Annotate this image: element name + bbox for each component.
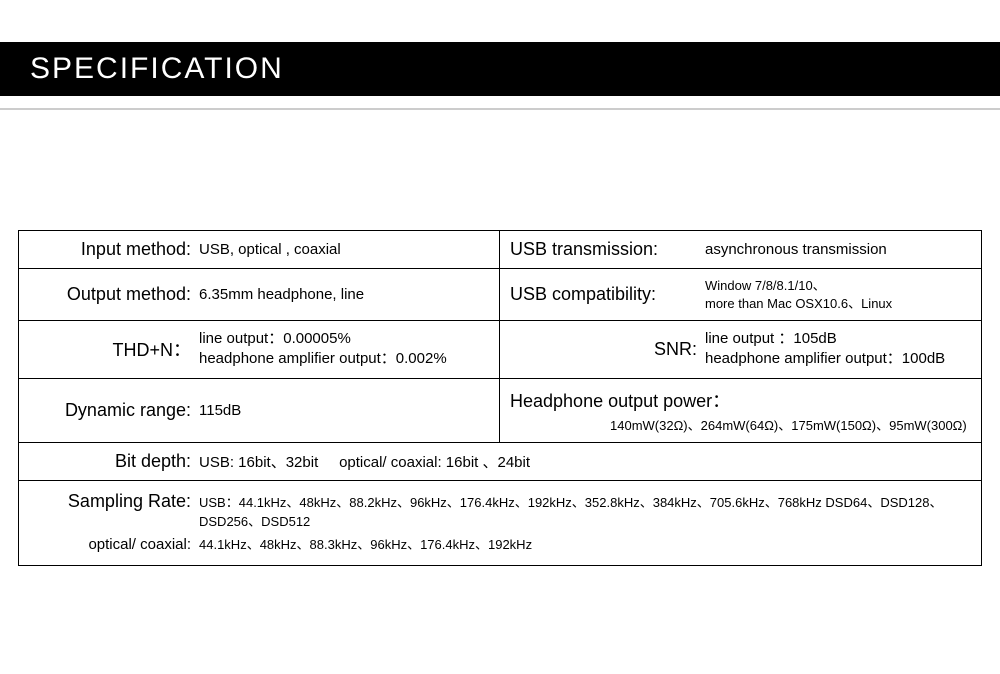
cell-usb-compat: USB compatibility: Window 7/8/8.1/10、 mo… — [500, 269, 981, 320]
label: Input method: — [29, 239, 199, 260]
cell-output-method: Output method: 6.35mm headphone, line — [19, 269, 500, 320]
label: Output method: — [29, 284, 199, 305]
value: USB: 16bit、32bit optical/ coaxial: 16bit… — [199, 451, 530, 472]
value: USB：44.1kHz、48kHz、88.2kHz、96kHz、176.4kHz… — [199, 492, 971, 530]
value: 140mW(32Ω)、264mW(64Ω)、175mW(150Ω)、95mW(3… — [510, 415, 971, 434]
value: 44.1kHz、48kHz、88.3kHz、96kHz、176.4kHz、192… — [199, 534, 532, 553]
value: 115dB — [199, 402, 241, 419]
sub-label: optical/ coaxial: — [29, 536, 199, 553]
label: THD+N： — [29, 336, 199, 362]
value-line: headphone amplifier output：0.002% — [199, 349, 447, 369]
spec-table: Input method: USB, optical , coaxial USB… — [18, 230, 982, 566]
value-line: headphone amplifier output：100dB — [705, 349, 945, 369]
cell-bit-depth: Bit depth: USB: 16bit、32bit optical/ coa… — [19, 443, 981, 480]
cell-sampling-rate: Sampling Rate: USB：44.1kHz、48kHz、88.2kHz… — [19, 481, 981, 565]
cell-input-method: Input method: USB, optical , coaxial — [19, 231, 500, 268]
label: Bit depth: — [29, 451, 199, 472]
table-row: Sampling Rate: USB：44.1kHz、48kHz、88.2kHz… — [19, 480, 981, 565]
value: USB, optical , coaxial — [199, 241, 341, 258]
value-line: line output ：105dB — [705, 329, 945, 349]
header-band: SPECIFICATION — [0, 42, 1000, 96]
value: 6.35mm headphone, line — [199, 286, 364, 303]
table-row: Dynamic range: 115dB Headphone output po… — [19, 378, 981, 442]
label: USB compatibility: — [510, 284, 705, 305]
page-title: SPECIFICATION — [30, 48, 304, 90]
table-row: THD+N： line output：0.00005% headphone am… — [19, 320, 981, 378]
value-line: more than Mac OSX10.6、Linux — [705, 295, 892, 313]
label: Headphone output power： — [510, 387, 971, 415]
cell-usb-transmission: USB transmission: asynchronous transmiss… — [500, 231, 981, 268]
value-line: Window 7/8/8.1/10、 — [705, 277, 892, 295]
value: asynchronous transmission — [705, 241, 887, 258]
label: SNR: — [510, 339, 705, 360]
label: Dynamic range: — [29, 400, 199, 421]
label: Sampling Rate: — [29, 491, 199, 512]
cell-dynamic-range: Dynamic range: 115dB — [19, 379, 500, 442]
value: line output：0.00005% headphone amplifier… — [199, 329, 447, 370]
table-row: Bit depth: USB: 16bit、32bit optical/ coa… — [19, 442, 981, 480]
divider — [0, 108, 1000, 110]
value: line output ：105dB headphone amplifier o… — [705, 329, 945, 370]
table-row: Output method: 6.35mm headphone, line US… — [19, 268, 981, 320]
value-line: line output：0.00005% — [199, 329, 447, 349]
cell-hp-power: Headphone output power： 140mW(32Ω)、264mW… — [500, 379, 981, 442]
table-row: Input method: USB, optical , coaxial USB… — [19, 231, 981, 268]
label: USB transmission: — [510, 239, 705, 260]
cell-thd: THD+N： line output：0.00005% headphone am… — [19, 321, 500, 378]
cell-snr: SNR: line output ：105dB headphone amplif… — [500, 321, 981, 378]
value: Window 7/8/8.1/10、 more than Mac OSX10.6… — [705, 277, 892, 312]
